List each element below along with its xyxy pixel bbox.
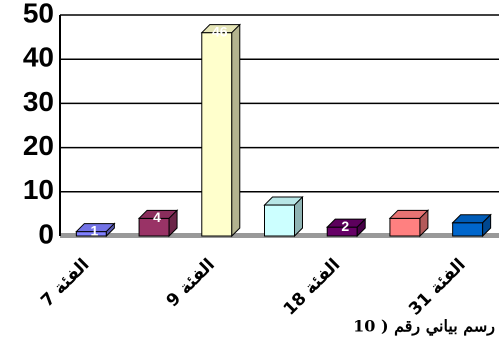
y-tick-label: 0 (38, 218, 54, 249)
x-tick-label: الفئة 9 (163, 255, 219, 311)
x-tick-label: الفئة 31 (405, 255, 470, 320)
data-label: 46 (212, 23, 228, 39)
bar-side (105, 222, 115, 238)
bar-group (200, 23, 241, 238)
bar-side (419, 209, 429, 238)
y-tick-label: 30 (23, 86, 54, 117)
y-tick-label: 50 (23, 0, 54, 28)
data-label: 1 (90, 222, 98, 238)
bar (264, 204, 295, 237)
bar-side (482, 213, 492, 238)
bar-group (388, 209, 430, 238)
bar-group (451, 213, 492, 238)
bar-side (231, 23, 241, 238)
bar-group (326, 217, 367, 238)
x-tick-label: الفئة 7 (37, 255, 93, 311)
x-tick-label: الفئة 18 (280, 255, 345, 320)
bar (201, 32, 233, 237)
data-label: 4 (153, 209, 161, 225)
bar-group (75, 222, 116, 238)
bar-group (263, 195, 304, 238)
bar-side (356, 217, 366, 238)
bar-side (168, 209, 178, 238)
bar-side (294, 195, 303, 238)
y-tick-label: 10 (23, 174, 54, 205)
y-tick-label: 40 (23, 42, 54, 73)
data-label: 2 (341, 218, 349, 234)
bar (389, 217, 421, 237)
bar-group (137, 209, 179, 238)
chart-title: رسم بياني رقم ( 10 (353, 317, 495, 337)
y-tick-label: 20 (23, 130, 54, 161)
bar (452, 222, 484, 237)
